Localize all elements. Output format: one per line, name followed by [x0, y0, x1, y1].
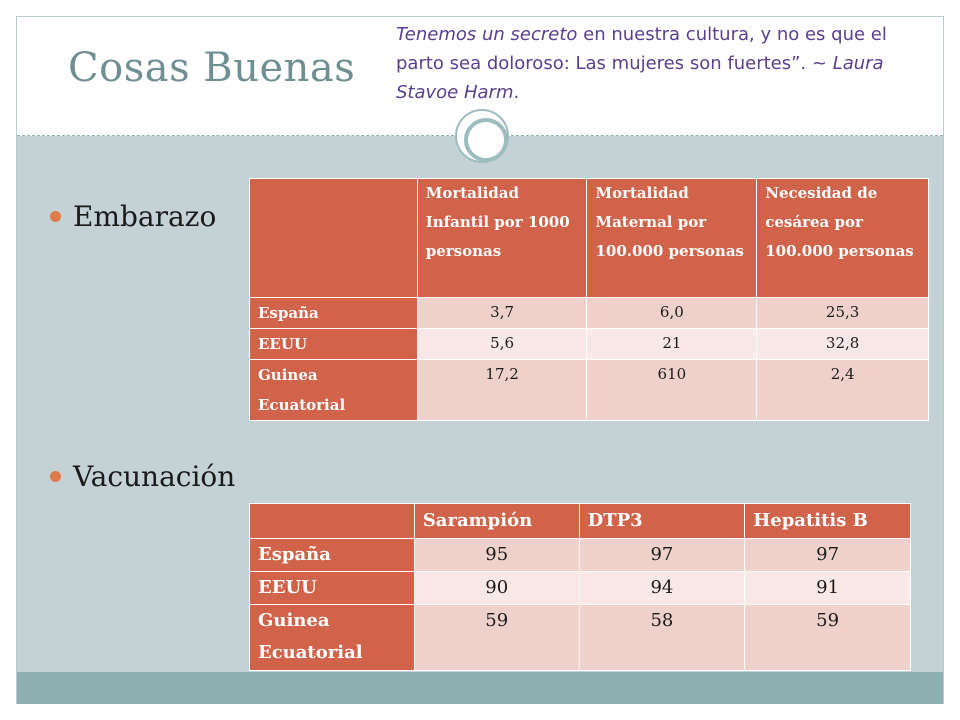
table-row: España 95 97 97: [249, 538, 911, 572]
footer-band: [17, 672, 943, 704]
table-cell: 3,7: [416, 297, 588, 329]
table-header-cell: [249, 503, 415, 539]
row-label: Guinea Ecuatorial: [249, 604, 415, 671]
table-cell: 5,6: [416, 328, 588, 360]
table-row: Guinea Ecuatorial 59 58 59: [249, 604, 911, 671]
quote-body: en nuestra cultura, y no es que el parto…: [396, 24, 887, 74]
quote-author: Laura Stavoe Harm: [396, 53, 884, 103]
bullet-vacunacion: Vacunación: [50, 460, 235, 493]
table-cell: 610: [586, 359, 758, 421]
table-header-row: Mortalidad Infantil por 1000 personas Mo…: [249, 178, 929, 298]
quote-end: .: [513, 82, 520, 103]
table-header-cell: Sarampión: [413, 503, 580, 539]
table-row: España 3,7 6,0 25,3: [249, 297, 929, 329]
table-cell: 2,4: [756, 359, 929, 421]
table-cell: 25,3: [756, 297, 929, 329]
table-cell: 17,2: [416, 359, 588, 421]
table-header-cell: Mortalidad Maternal por 100.000 personas: [586, 178, 758, 298]
table-cell: 97: [744, 538, 911, 572]
table-row: Guinea Ecuatorial 17,2 610 2,4: [249, 359, 929, 421]
slide-title: Cosas Buenas: [68, 45, 356, 91]
table-row: EEUU 5,6 21 32,8: [249, 328, 929, 360]
table-header-cell: Mortalidad Infantil por 1000 personas: [416, 178, 588, 298]
table-row: EEUU 90 94 91: [249, 571, 911, 605]
table-cell: 58: [578, 604, 746, 671]
table-vacunacion: Sarampión DTP3 Hepatitis B España 95 97 …: [249, 503, 911, 671]
quote-text: Tenemos un secreto en nuestra cultura, y…: [396, 20, 906, 107]
bullet-dot-icon: [50, 471, 61, 482]
row-label: EEUU: [249, 571, 415, 605]
row-label: Guinea Ecuatorial: [249, 359, 418, 421]
table-header-cell: [249, 178, 418, 298]
row-label: España: [249, 297, 418, 329]
table-cell: 97: [578, 538, 746, 572]
table-cell: 59: [744, 604, 911, 671]
bullet-embarazo: Embarazo: [50, 200, 216, 233]
divider-circle-ornament: [455, 109, 509, 163]
table-header-cell: Hepatitis B: [744, 503, 911, 539]
table-header-cell: DTP3: [578, 503, 746, 539]
table-cell: 59: [413, 604, 580, 671]
table-cell: 91: [744, 571, 911, 605]
bullet-dot-icon: [50, 211, 61, 222]
table-header-row: Sarampión DTP3 Hepatitis B: [249, 503, 911, 539]
table-header-cell: Necesidad de cesárea por 100.000 persona…: [756, 178, 929, 298]
table-cell: 94: [578, 571, 746, 605]
row-label: EEUU: [249, 328, 418, 360]
bullet-label: Embarazo: [73, 200, 217, 233]
row-label: España: [249, 538, 415, 572]
table-cell: 6,0: [586, 297, 758, 329]
table-cell: 21: [586, 328, 758, 360]
table-cell: 32,8: [756, 328, 929, 360]
table-cell: 95: [413, 538, 580, 572]
bullet-label: Vacunación: [73, 460, 236, 493]
table-embarazo: Mortalidad Infantil por 1000 personas Mo…: [249, 178, 929, 421]
table-cell: 90: [413, 571, 580, 605]
quote-italic-lead: Tenemos un secreto: [396, 24, 578, 45]
